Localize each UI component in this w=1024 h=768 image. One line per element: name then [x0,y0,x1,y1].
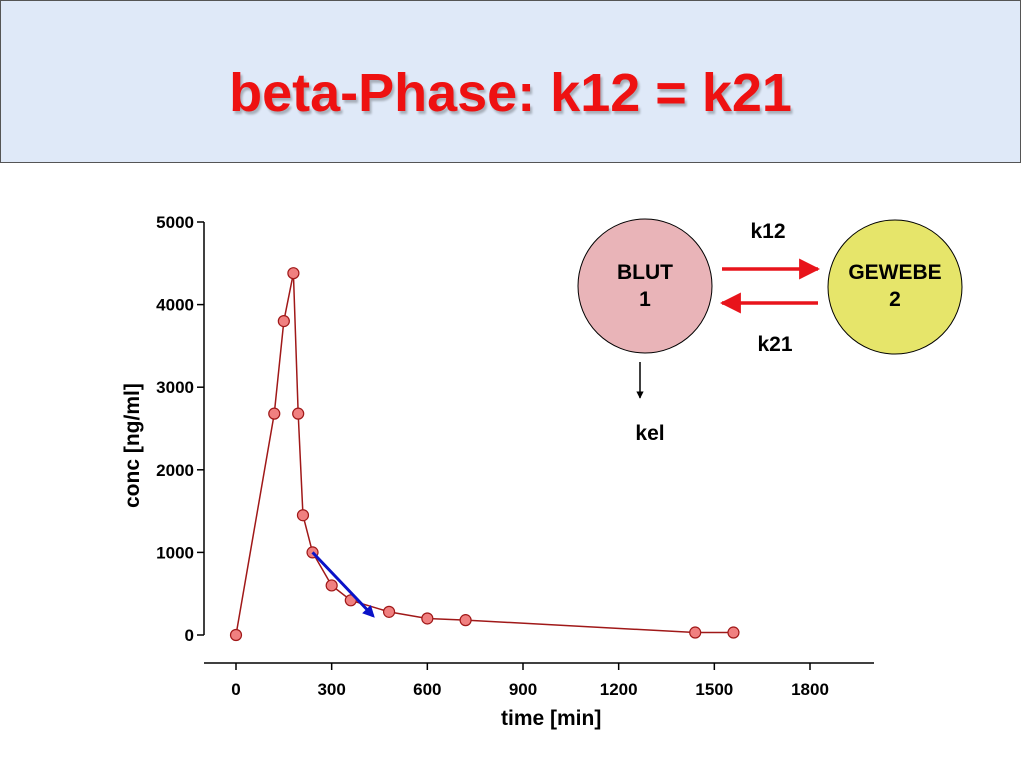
title-banner [0,0,1021,163]
k12-label: k12 [750,220,785,243]
blut-number: 1 [639,288,651,311]
y-tick-label: 0 [185,626,194,645]
y-tick-label: 1000 [156,543,194,562]
data-point [727,626,740,639]
x-tick-label: 900 [509,680,537,699]
y-tick-label: 2000 [156,461,194,480]
y-tick-label: 5000 [156,213,194,232]
gewebe-compartment [827,219,963,355]
data-point [277,315,290,328]
x-tick-label: 1500 [695,680,733,699]
gewebe-name: GEWEBE [848,261,941,284]
page-title: beta-Phase: k12 = k21 [229,63,792,123]
kel-label: kel [635,422,664,445]
data-point [292,407,305,420]
y-axis-label: conc [ng/ml] [121,383,144,508]
data-point [325,579,338,592]
k21-label: k21 [757,333,792,356]
data-point [268,407,281,420]
x-tick-label: 300 [317,680,345,699]
x-tick-label: 1200 [600,680,638,699]
y-tick-label: 3000 [156,378,194,397]
tangent-arrow [311,551,375,618]
data-point [689,626,702,639]
x-tick-label: 0 [231,680,240,699]
data-point [296,509,310,522]
x-axis-label: time [min] [501,707,601,730]
data-point [459,614,472,627]
data-point [287,267,300,280]
compartment-diagram: BLUT 1 GEWEBE 2 k12 k21 kel [577,218,963,445]
data-point [382,605,396,618]
y-tick-label: 4000 [156,296,194,315]
data-point [421,612,434,625]
x-tick-label: 600 [413,680,441,699]
blut-name: BLUT [617,261,673,284]
gewebe-number: 2 [889,288,901,311]
series-line [235,273,734,636]
blut-compartment [577,218,713,354]
x-tick-label: 1800 [791,680,829,699]
data-point [229,628,243,642]
